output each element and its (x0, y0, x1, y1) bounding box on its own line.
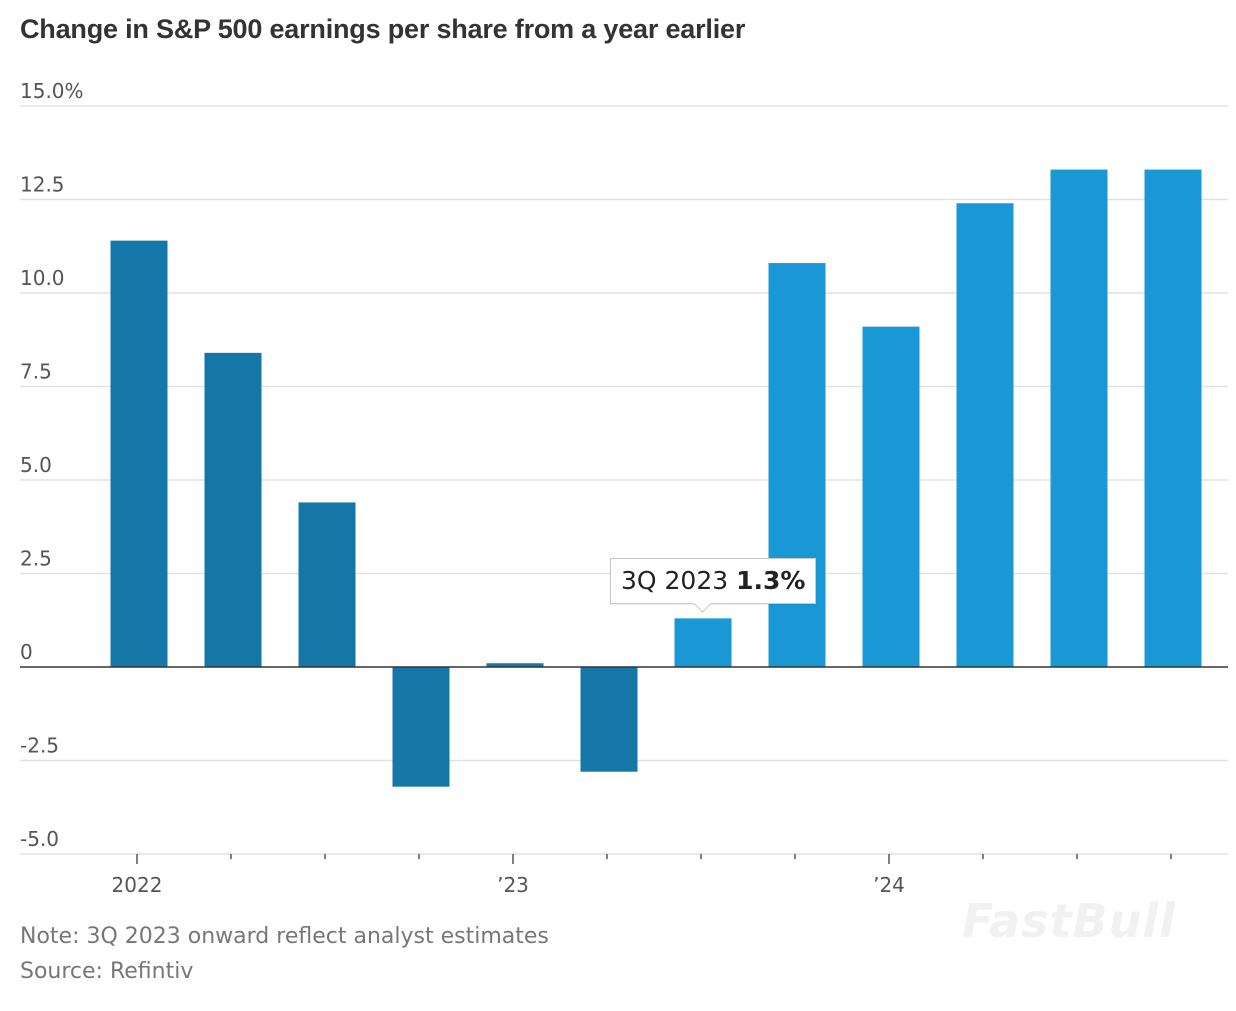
y-tick-label: 10.0 (20, 266, 65, 290)
y-tick-label: -2.5 (20, 734, 59, 758)
bar-2q-2022[interactable] (204, 352, 262, 667)
y-tick-label: 0 (20, 640, 33, 664)
bar-tooltip: 3Q 2023 1.3% (610, 558, 817, 604)
y-tick-label: 15.0% (20, 79, 84, 103)
bar-3q-2022[interactable] (298, 502, 356, 667)
tooltip-value: 1.3% (736, 566, 806, 595)
bars (110, 169, 1202, 787)
bar-3q-2023[interactable] (674, 618, 732, 667)
page-title: Change in S&P 500 earnings per share fro… (20, 14, 746, 44)
bar-2q-2023[interactable] (580, 667, 638, 772)
chart-source: Source: Refintiv (20, 959, 194, 984)
y-tick-label: -5.0 (20, 827, 59, 851)
bar-1q-2022[interactable] (110, 240, 168, 667)
bar-2q-2024[interactable] (956, 203, 1014, 668)
bar-3q-2024[interactable] (1050, 169, 1108, 667)
y-axis-tick-labels: 15.0% 12.5 10.0 7.5 5.0 2.5 0 -2.5 -5.0 (20, 79, 84, 851)
bar-1q-2024[interactable] (862, 326, 920, 667)
bar-1q-2023[interactable] (486, 663, 544, 667)
chart-note: Note: 3Q 2023 onward reflect analyst est… (20, 924, 549, 949)
tooltip-label: 3Q 2023 (621, 566, 729, 595)
bar-4q-2022[interactable] (392, 667, 450, 787)
y-tick-label: 2.5 (20, 547, 52, 571)
bar-4q-2023[interactable] (768, 263, 826, 667)
watermark-logo: FastBull (962, 894, 1176, 948)
y-tick-label: 12.5 (20, 173, 65, 197)
y-tick-label: 5.0 (20, 453, 52, 477)
x-tick-label: 2022 (112, 873, 163, 897)
x-axis: 2022 ’23 ’24 (20, 666, 1228, 897)
x-tick-label: ’24 (873, 873, 905, 897)
y-tick-label: 7.5 (20, 360, 52, 384)
x-tick-label: ’23 (497, 873, 529, 897)
bar-4q-2024[interactable] (1144, 169, 1202, 667)
